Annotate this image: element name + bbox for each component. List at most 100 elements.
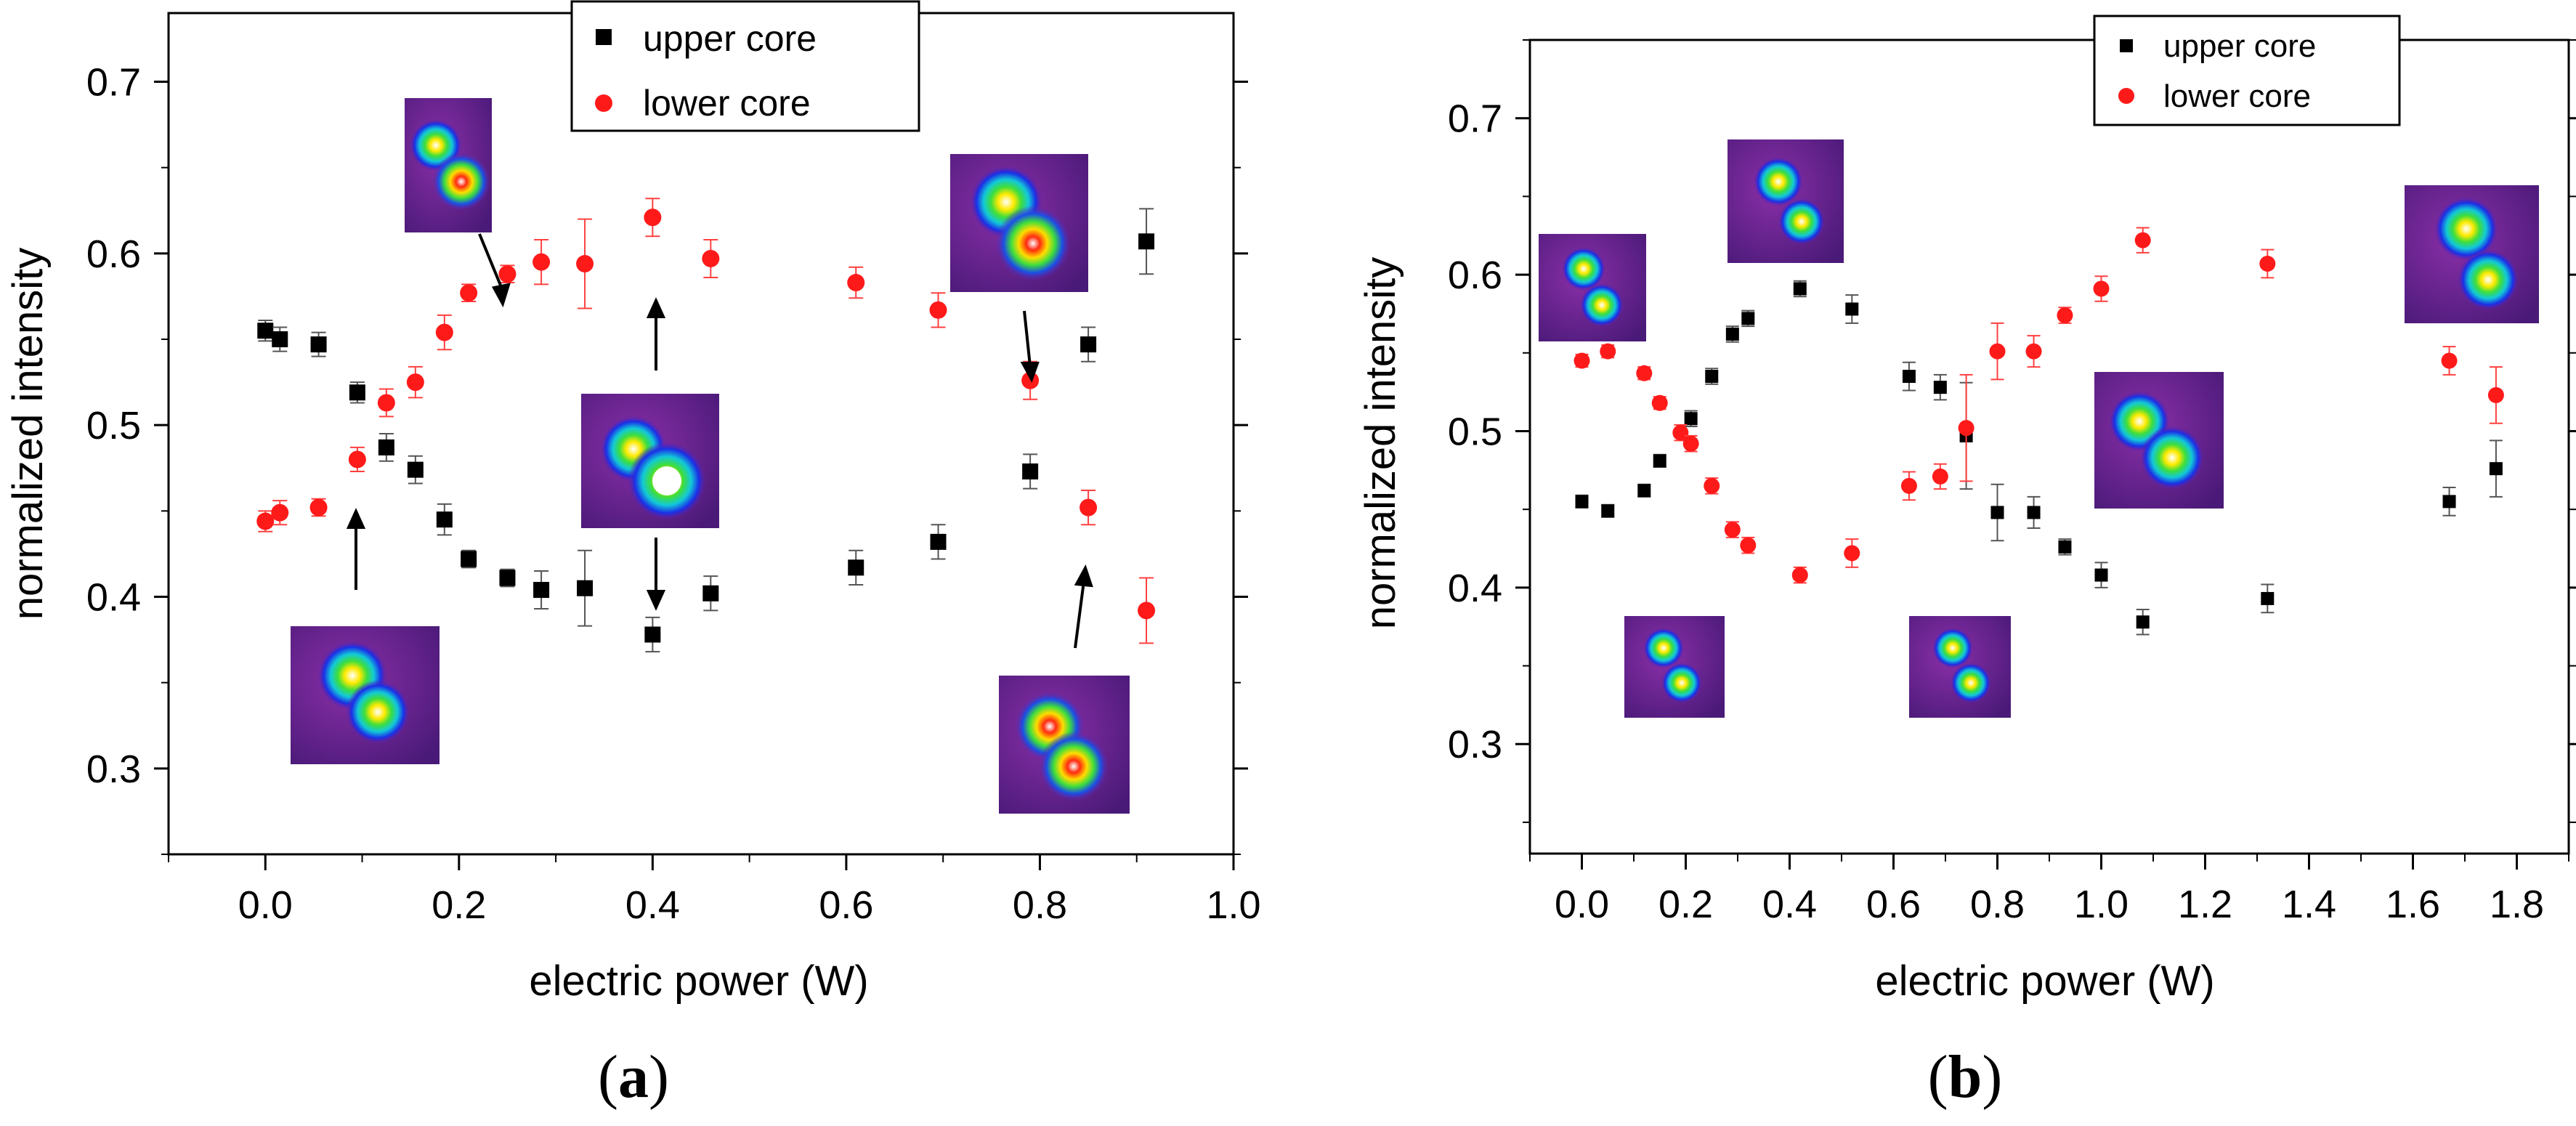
- beam-inset-b3: [2405, 185, 2539, 323]
- lower-core-point-b-6: [1704, 477, 1720, 495]
- legend-marker-upper-a: [596, 29, 612, 45]
- upper-core-point-b-20: [2489, 440, 2503, 498]
- upper-core-point-b-9: [1845, 294, 1859, 324]
- x-tick-label-a-0: 0.0: [238, 883, 293, 927]
- lower-core-point-a-13: [847, 266, 865, 299]
- upper-core-point-b-16: [2094, 562, 2108, 588]
- lower-core-point-b-21: [2487, 366, 2504, 424]
- upper-core-point-b-10: [1902, 361, 1916, 392]
- lower-core-point-a-0: [256, 510, 275, 532]
- tick-labels-b: 0.0 0.2 0.4 0.6 0.8 1.0 1.2 1.4 1.6 1.8 0.3 0.4 0.5 0…: [1448, 97, 2544, 926]
- beam-inset-b5: [1624, 616, 1725, 718]
- beam-inset-a2: [581, 394, 719, 528]
- lower-core-point-b-10: [1844, 538, 1860, 568]
- legend-marker-lower-b: [2118, 88, 2134, 104]
- upper-core-point-b-17: [2136, 609, 2150, 636]
- lower-core-point-a-1: [271, 500, 289, 526]
- upper-core-point-a-17: [1138, 208, 1155, 275]
- upper-core-point-a-16: [1080, 326, 1097, 362]
- legend-marker-upper-b: [2120, 39, 2133, 52]
- upper-core-point-b-18: [2261, 583, 2275, 614]
- y-axis-label-b: normalized intensity: [1357, 257, 1404, 630]
- x-tick-label-b-0: 0.0: [1555, 883, 1609, 926]
- y-axis-label-a: normalized intensity: [4, 248, 52, 620]
- lower-core-point-a-8: [498, 264, 517, 284]
- upper-core-point-b-13: [1990, 483, 2004, 542]
- beam-inset-a5: [999, 676, 1130, 814]
- x-axis-label-a: electric power (W): [529, 957, 868, 1005]
- x-tick-label-b-6: 1.2: [2178, 883, 2232, 926]
- axis-ticks-a: [154, 81, 1248, 870]
- x-tick-label-a-1: 0.2: [432, 883, 486, 927]
- x-tick-label-b-5: 1.0: [2074, 883, 2129, 926]
- upper-core-point-b-14: [2027, 495, 2041, 529]
- lower-core-point-b-13: [1958, 373, 1974, 482]
- beam-inset-b2: [1728, 139, 1844, 263]
- lower-core-point-a-5: [406, 365, 424, 399]
- upper-core-point-a-6: [436, 503, 453, 536]
- lower-core-point-a-6: [435, 314, 453, 351]
- lower-core-point-b-16: [2057, 307, 2073, 324]
- lower-core-point-a-9: [532, 238, 551, 285]
- x-tick-label-b-1: 0.2: [1658, 883, 1713, 926]
- lower-core-point-b-12: [1932, 463, 1948, 490]
- lower-core-point-b-20: [2441, 346, 2458, 376]
- y-tick-label-b-0: 0.3: [1448, 723, 1502, 766]
- lower-core-point-b-15: [2025, 335, 2042, 368]
- upper-core-point-a-14: [930, 524, 947, 560]
- x-tick-label-b-7: 1.4: [2282, 883, 2336, 926]
- legend-b: upper core lower core: [2093, 15, 2401, 126]
- arrows-a: [346, 233, 1093, 649]
- upper-core-point-a-2: [310, 331, 327, 357]
- y-tick-label-b-4: 0.7: [1448, 97, 1502, 141]
- beam-inset-b1: [1539, 234, 1646, 341]
- y-tick-label-b-2: 0.5: [1448, 410, 1502, 453]
- lower-core-point-b-19: [2259, 248, 2276, 279]
- lower-core-point-a-4: [377, 388, 395, 418]
- y-tick-label-a-4: 0.7: [86, 61, 141, 105]
- lower-core-point-a-14: [929, 292, 947, 328]
- lower-core-point-b-18: [2134, 227, 2151, 254]
- upper-core-point-a-10: [577, 549, 594, 627]
- x-tick-label-b-8: 1.6: [2386, 883, 2440, 926]
- x-tick-label-b-4: 0.8: [1970, 883, 2025, 926]
- lower-core-point-a-16: [1080, 489, 1098, 526]
- beam-inset-b4: [2094, 372, 2224, 509]
- legend-a: upper core lower core: [570, 0, 920, 132]
- lower-core-point-b-5: [1682, 434, 1699, 453]
- x-tick-label-b-2: 0.4: [1762, 883, 1817, 926]
- upper-core-point-b-1: [1601, 503, 1615, 518]
- panel-a: 0.0 0.2 0.4 0.6 0.8 1.0 0.3 0.4 0.5 0.6 0.7: [4, 0, 1261, 1111]
- beam-inset-a1: [405, 98, 492, 232]
- upper-core-point-b-3: [1653, 453, 1666, 468]
- legend-label-lower-a: lower core: [643, 83, 811, 123]
- y-tick-label-b-1: 0.4: [1448, 567, 1502, 610]
- beam-inset-a3: [950, 154, 1088, 292]
- upper-core-point-b-6: [1725, 325, 1739, 343]
- upper-core-point-a-1: [272, 326, 288, 352]
- lower-core-point-b-3: [1651, 394, 1668, 411]
- lower-core-point-b-9: [1791, 566, 1808, 584]
- lower-core-point-b-2: [1636, 365, 1653, 381]
- lower-core-point-a-3: [348, 446, 366, 472]
- tick-labels-a: 0.0 0.2 0.4 0.6 0.8 1.0 0.3 0.4 0.5 0.6 0.7: [86, 61, 1261, 927]
- panel-label-b: (b): [1928, 1043, 2003, 1111]
- legend-label-lower-b: lower core: [2163, 78, 2311, 114]
- x-tick-label-b-9: 1.8: [2490, 883, 2544, 926]
- upper-core-point-a-5: [407, 455, 424, 485]
- y-tick-label-a-1: 0.4: [86, 576, 141, 620]
- lower-core-point-b-8: [1740, 536, 1757, 554]
- x-axis-label-b: electric power (W): [1875, 957, 2214, 1005]
- x-tick-label-b-3: 0.6: [1866, 883, 1921, 926]
- upper-core-point-b-8: [1793, 280, 1807, 298]
- lower-core-point-a-11: [644, 198, 662, 238]
- lower-core-point-b-11: [1900, 471, 1917, 501]
- lower-core-point-a-17: [1138, 577, 1156, 644]
- legend-box-b: [2093, 15, 2401, 126]
- x-tick-label-a-4: 0.8: [1013, 883, 1067, 927]
- upper-core-point-b-5: [1705, 368, 1719, 385]
- data-marks-a: [256, 198, 1156, 653]
- lower-core-point-b-0: [1573, 352, 1590, 369]
- panel-label-a: (a): [598, 1043, 669, 1111]
